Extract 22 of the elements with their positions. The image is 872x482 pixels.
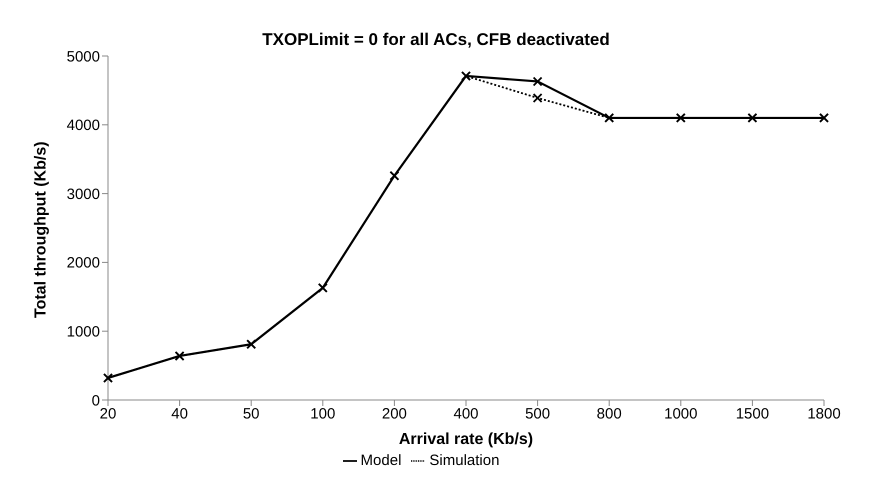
x-axis-title: Arrival rate (Kb/s) — [398, 431, 534, 448]
y-tick-label: 2000 — [66, 254, 100, 272]
x-tick-label: 20 — [100, 406, 116, 423]
x-tick-label: 40 — [171, 406, 188, 423]
x-tick-label: 1000 — [664, 406, 698, 423]
chart-title: TXOPLimit = 0 for all ACs, CFB deactivated — [261, 30, 611, 50]
y-tick-label: 3000 — [66, 186, 100, 203]
x-tick-label: 1500 — [736, 406, 770, 423]
y-tick-label: 1000 — [66, 324, 100, 341]
y-tick-label: 4000 — [66, 117, 100, 134]
legend-label: Model — [360, 452, 402, 469]
x-tick-label: 1800 — [807, 406, 841, 423]
x-tick-label: 50 — [242, 406, 260, 423]
legend-label: Simulation — [429, 452, 500, 469]
x-tick-label: 100 — [310, 406, 336, 423]
x-tick-label: 800 — [596, 406, 622, 423]
x-tick-label: 400 — [453, 406, 479, 423]
x-tick-label: 200 — [382, 406, 407, 423]
x-tick-label: 500 — [525, 406, 550, 423]
y-tick-label: 0 — [92, 392, 100, 410]
y-tick-label: 5000 — [66, 48, 100, 66]
y-axis-title: Total throughput (Kb/s) — [32, 141, 50, 318]
